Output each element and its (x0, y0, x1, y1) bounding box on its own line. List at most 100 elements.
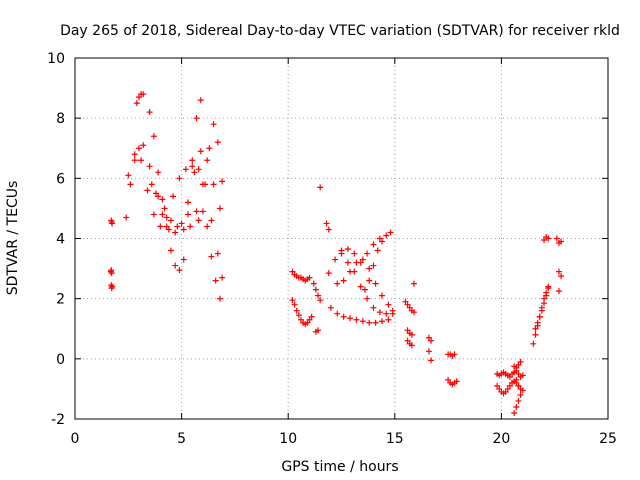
data-point (161, 205, 168, 212)
data-point (109, 283, 116, 290)
data-point (195, 217, 202, 224)
chart-title: Day 265 of 2018, Sidereal Day-to-day VTE… (60, 23, 620, 39)
series-scatter-4 (312, 184, 334, 335)
data-point (361, 286, 368, 293)
y-tick-label: 2 (56, 292, 65, 308)
data-point (189, 163, 196, 170)
data-point (532, 325, 539, 332)
data-point (558, 238, 565, 245)
data-point (357, 283, 364, 290)
data-point (389, 310, 396, 317)
data-point (193, 115, 200, 122)
data-point (408, 342, 415, 349)
data-point (404, 327, 411, 334)
data-point (517, 391, 524, 398)
data-point (494, 382, 501, 389)
data-point (511, 409, 518, 416)
data-point (519, 387, 526, 394)
data-point (353, 259, 360, 266)
data-point (334, 280, 341, 287)
data-point (131, 151, 138, 158)
data-point (379, 292, 386, 299)
series-track-10 (361, 238, 386, 293)
data-point (125, 172, 132, 179)
series-track-13 (532, 285, 552, 332)
data-point (180, 256, 187, 263)
data-point (513, 403, 520, 410)
data-point (187, 223, 194, 230)
data-point (163, 214, 170, 221)
data-point (206, 145, 213, 152)
series-track-3 (133, 91, 204, 274)
data-point (109, 220, 116, 227)
data-point (404, 337, 411, 344)
data-point (406, 304, 413, 311)
data-point (204, 157, 211, 164)
data-point (530, 340, 537, 347)
data-point (387, 229, 394, 236)
data-point (199, 208, 206, 215)
data-point (344, 246, 351, 253)
data-point (351, 250, 358, 257)
data-point (178, 220, 185, 227)
data-point (153, 190, 160, 197)
data-point (138, 157, 145, 164)
x-tick-label: 10 (279, 431, 297, 447)
data-point (347, 315, 354, 322)
data-point (376, 235, 383, 242)
data-point (150, 211, 157, 218)
data-point (312, 286, 319, 293)
data-point (315, 327, 322, 334)
data-point (176, 267, 183, 274)
data-point (364, 250, 371, 257)
data-point (214, 250, 221, 257)
data-point (108, 270, 115, 277)
data-point (555, 288, 562, 295)
data-point (172, 262, 179, 269)
data-point (144, 187, 151, 194)
series-track-1 (123, 142, 223, 236)
data-point (297, 316, 304, 323)
data-point (204, 223, 211, 230)
data-point (515, 370, 522, 377)
data-point (325, 226, 332, 233)
series-track-6 (332, 229, 394, 266)
data-point (157, 223, 164, 230)
data-point (359, 318, 366, 325)
data-point (517, 358, 524, 365)
x-tick-label: 0 (71, 431, 80, 447)
data-point (146, 163, 153, 170)
data-point (541, 237, 548, 244)
data-point (159, 211, 166, 218)
series-track-2 (125, 151, 226, 281)
series-scatter-7 (494, 367, 526, 380)
data-point (304, 319, 311, 326)
data-point (338, 250, 345, 257)
data-point (428, 337, 435, 344)
data-point (289, 297, 296, 304)
grid (75, 58, 608, 419)
series-track-11 (511, 358, 526, 416)
data-point (325, 270, 332, 277)
data-point (317, 297, 324, 304)
data-point (167, 217, 174, 224)
data-point (334, 310, 341, 317)
data-point (195, 166, 202, 173)
data-point (534, 319, 541, 326)
data-point (306, 316, 313, 323)
data-point (340, 277, 347, 284)
data-point (146, 109, 153, 116)
data-point (308, 313, 315, 320)
data-point (536, 313, 543, 320)
data-point (140, 142, 147, 149)
data-point (353, 316, 360, 323)
data-point (135, 145, 142, 152)
data-point (212, 277, 219, 284)
axis-ticks: 0 5 10 15 20 25 -2 0 2 4 6 8 10 (47, 51, 617, 447)
data-point (515, 361, 522, 368)
data-point (445, 376, 452, 383)
data-point (176, 175, 183, 182)
data-point (383, 232, 390, 239)
y-tick-label: 10 (47, 51, 65, 67)
